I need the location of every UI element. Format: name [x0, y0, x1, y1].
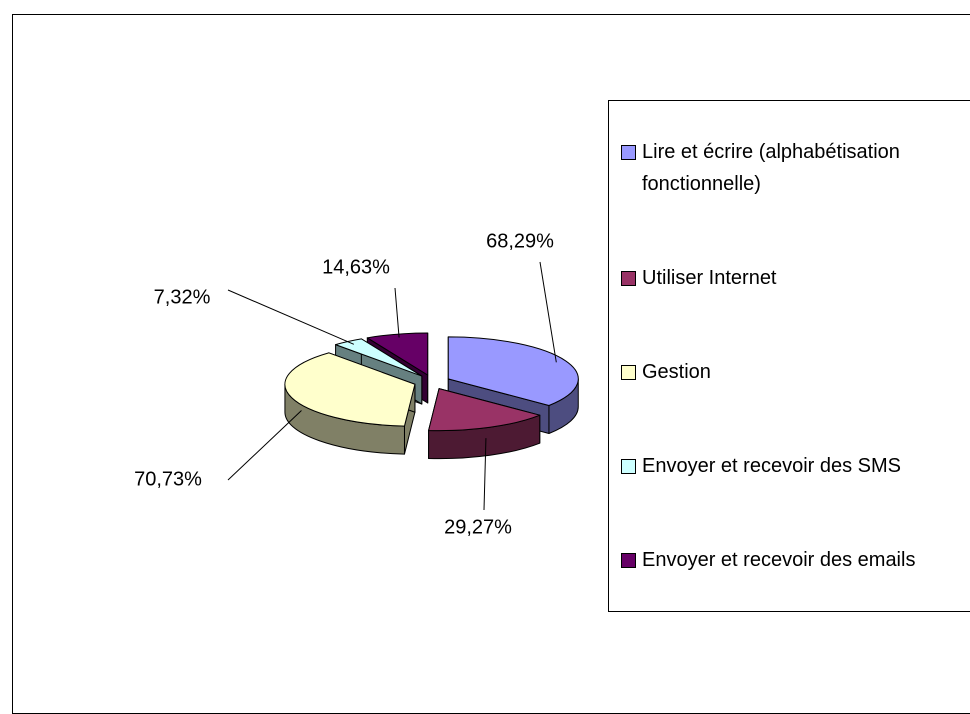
legend-label: Envoyer et recevoir des emails — [642, 549, 916, 571]
leader-line — [227, 289, 355, 345]
leader-line — [227, 410, 302, 481]
leader-line — [394, 287, 400, 338]
leader-line — [539, 261, 557, 363]
slice — [447, 336, 579, 406]
leader-line — [483, 438, 487, 511]
slice — [428, 388, 541, 432]
page: 68,29% 29,27% 70,73% 7,32% 14,63% Lire et éc… — [12, 14, 970, 714]
legend-swatch — [621, 365, 636, 380]
legend-swatch — [621, 145, 636, 160]
data-label: 7,32% — [154, 286, 211, 308]
legend-label: Lire et écrire (alphabétisation fonction… — [642, 141, 900, 195]
legend-item: Utiliser Internet — [621, 262, 970, 294]
legend-label: Utiliser Internet — [642, 267, 777, 289]
slice — [284, 352, 416, 427]
legend-label: Gestion — [642, 361, 711, 383]
legend-item: Envoyer et recevoir des emails — [621, 544, 970, 576]
legend-label: Envoyer et recevoir des SMS — [642, 455, 901, 477]
data-label: 68,29% — [486, 230, 554, 252]
legend-item: Envoyer et recevoir des SMS — [621, 450, 970, 482]
legend-swatch — [621, 459, 636, 474]
legend-item: Lire et écrire (alphabétisation fonction… — [621, 136, 970, 200]
data-label: 70,73% — [134, 468, 202, 490]
legend-item: Gestion — [621, 356, 970, 388]
legend-swatch — [621, 553, 636, 568]
data-label: 29,27% — [444, 516, 512, 538]
slice — [366, 332, 429, 376]
legend-swatch — [621, 271, 636, 286]
chart: 68,29% 29,27% 70,73% 7,32% 14,63% — [134, 230, 579, 538]
legend: Lire et écrire (alphabétisation fonction… — [608, 100, 970, 612]
data-label: 14,63% — [322, 256, 390, 278]
